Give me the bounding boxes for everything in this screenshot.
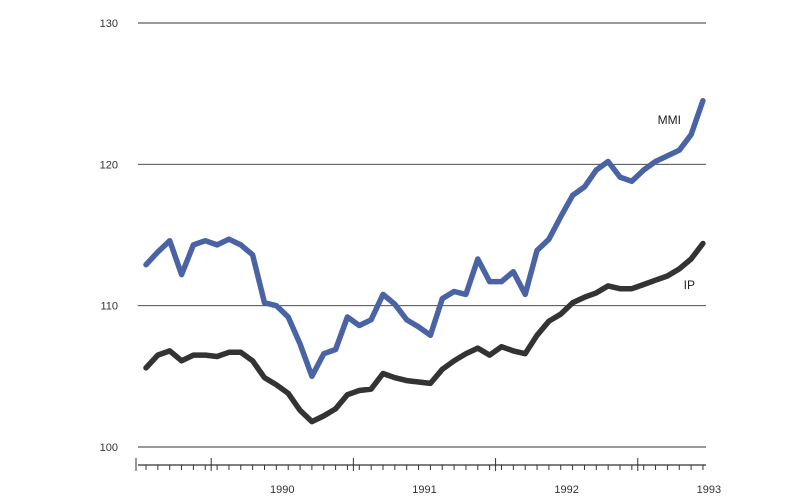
y-tick-label-100: 100 (100, 442, 118, 454)
x-axis: 1990 1991 1992 1993 (135, 458, 721, 496)
series-lines (143, 97, 706, 425)
series-line-ip (143, 240, 706, 425)
x-tick-label-1992: 1992 (554, 484, 578, 496)
x-tick-label-1990: 1990 (270, 484, 294, 496)
series-labels: MMI IP (658, 113, 695, 292)
gridlines (138, 22, 706, 448)
y-tick-label-110: 110 (100, 301, 118, 313)
series-label-mmi: MMI (658, 113, 681, 127)
y-tick-label-120: 120 (100, 159, 118, 171)
x-tick-label-1991: 1991 (412, 484, 436, 496)
y-tick-label-130: 130 (100, 18, 118, 30)
x-tick-label-1993: 1993 (697, 484, 721, 496)
series-label-ip: IP (684, 278, 695, 292)
y-axis-tick-labels: 100 110 120 130 (100, 18, 118, 454)
series-line-mmi (143, 97, 706, 380)
